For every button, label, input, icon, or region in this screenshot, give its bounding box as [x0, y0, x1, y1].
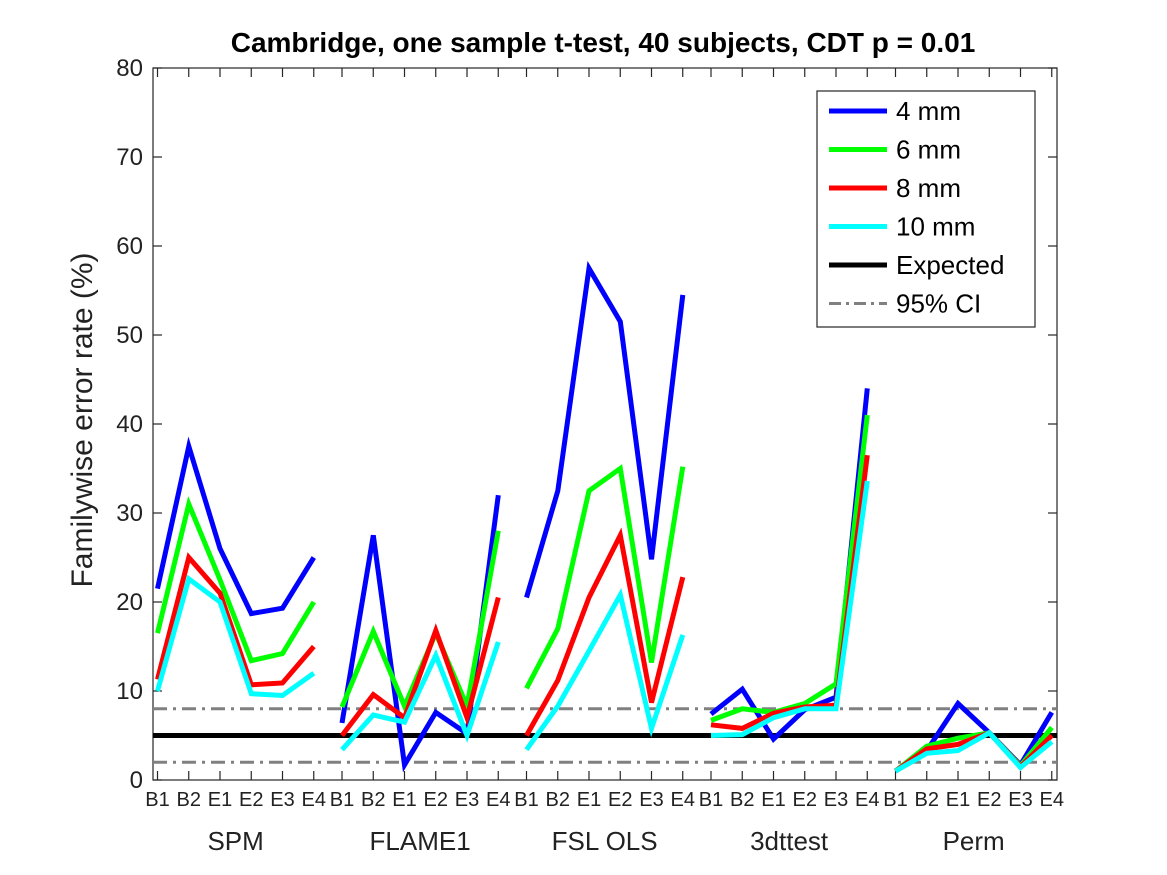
series-line-flame1-8-mm [340, 596, 501, 738]
x-tick-label: E3 [824, 789, 848, 811]
x-tick-label: E1 [208, 789, 232, 811]
x-tick-label: B2 [177, 789, 201, 811]
x-tick-label: E2 [424, 789, 448, 811]
legend: 4 mm 6 mm 8 mm 10 mm Expected 95% CI [816, 90, 1036, 328]
y-axis-label: Familywise error rate (%) [66, 252, 99, 587]
y-tick-label: 70 [116, 144, 143, 171]
x-tick-label: E4 [671, 789, 695, 811]
x-tick-label: B2 [730, 789, 754, 811]
x-tick-label: E2 [239, 789, 263, 811]
plot-area: 0 10 20 30 40 50 60 70 80 B1 B2 E1 E2 E3 E4 SPM B1 B2 E1 E2… [116, 55, 1064, 856]
group-label-fsl-ols: FSL OLS [552, 826, 658, 856]
x-tick-label: E4 [486, 789, 510, 811]
series-line-spm-8-mm [155, 552, 316, 688]
x-tick-label: E3 [270, 789, 294, 811]
x-tick-label: E1 [946, 789, 970, 811]
group-label-spm: SPM [207, 826, 263, 856]
y-tick-label: 0 [130, 767, 143, 794]
group-label-perm: Perm [943, 826, 1005, 856]
x-tick-label: E2 [793, 789, 817, 811]
chart-title: Cambridge, one sample t-test, 40 subject… [231, 27, 976, 58]
x-tick-label: E3 [455, 789, 479, 811]
legend-box [816, 90, 1036, 328]
x-tick-label: B1 [145, 789, 169, 811]
series-line-spm-4-mm [155, 436, 316, 617]
legend-label-expected: Expected [896, 250, 1004, 280]
series-line-perm-10-mm [894, 729, 1054, 774]
x-tick-label: E4 [855, 789, 879, 811]
x-tick-label: B1 [699, 789, 723, 811]
x-tick-label: B1 [883, 789, 907, 811]
x-tick-label: B1 [330, 789, 354, 811]
y-tick-label: 60 [116, 233, 143, 260]
series-line-3dttest-10-mm [710, 480, 870, 738]
x-tick-label: E1 [577, 789, 601, 811]
x-tick-label: B2 [546, 789, 570, 811]
legend-label-10-mm: 10 mm [896, 212, 975, 242]
legend-label-4-mm: 4 mm [896, 96, 961, 126]
series-line-3dttest-4-mm [709, 388, 870, 744]
series-line-fsl-ols-8-mm [524, 527, 686, 737]
series-line-spm-6-mm [155, 496, 316, 664]
group-label-flame1: FLAME1 [370, 826, 471, 856]
x-tick-label: E2 [977, 789, 1001, 811]
y-tick-label: 30 [116, 500, 143, 527]
series-line-fsl-ols-4-mm [524, 260, 686, 599]
x-tick-label: E1 [392, 789, 416, 811]
legend-label-8-mm: 8 mm [896, 173, 961, 203]
y-tick-label: 20 [116, 589, 143, 616]
x-tick-label: B1 [514, 789, 538, 811]
series-line-3dttest-6-mm [710, 414, 870, 723]
series-line-flame1-10-mm [340, 641, 501, 752]
x-tick-label: E2 [608, 789, 632, 811]
y-tick-label: 50 [116, 322, 143, 349]
x-tick-label: E3 [639, 789, 663, 811]
x-tick-label: B2 [915, 789, 939, 811]
x-tick-label: E4 [302, 789, 326, 811]
y-tick-label: 80 [116, 55, 143, 82]
x-tick-label: E4 [1040, 789, 1064, 811]
series-line-fsl-ols-10-mm [524, 588, 686, 752]
legend-label-95pct-ci: 95% CI [896, 289, 981, 319]
legend-label-6-mm: 6 mm [896, 135, 961, 165]
x-tick-label: E3 [1008, 789, 1032, 811]
x-tick-label: B2 [361, 789, 385, 811]
y-tick-label: 10 [116, 678, 143, 705]
y-tick-label: 40 [116, 411, 143, 438]
series-line-3dttest-8-mm [710, 454, 870, 731]
series-line-spm-10-mm [155, 574, 316, 699]
series-line-fsl-ols-6-mm [524, 464, 686, 690]
group-label-3dttest: 3dttest [750, 826, 829, 856]
x-tick-label: E1 [761, 789, 785, 811]
